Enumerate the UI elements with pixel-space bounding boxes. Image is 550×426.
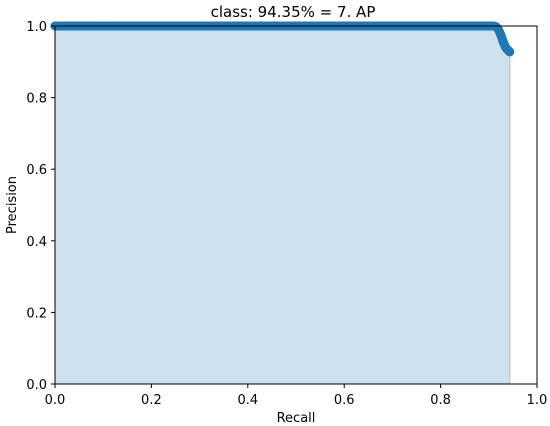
pr-area-fill (55, 26, 510, 384)
y-tick-label: 0.4 (26, 235, 47, 250)
chart-title: class: 94.35% = 7. AP (211, 3, 376, 21)
pr-curve-point (496, 30, 506, 40)
axes-frame (54, 25, 538, 385)
y-axis-ticks: 0.0 0.2 0.4 0.6 0.8 1.0 (26, 20, 55, 393)
y-axis-label: Precision (5, 176, 20, 234)
y-tick-label: 0.2 (26, 306, 47, 321)
x-tick-label: 0.0 (45, 393, 66, 408)
x-tick-label: 0.8 (430, 393, 451, 408)
plot-area (50, 21, 515, 384)
x-tick-label: 0.2 (141, 393, 162, 408)
x-tick-label: 0.4 (237, 393, 258, 408)
x-tick-label: 0.6 (334, 393, 355, 408)
y-tick-label: 0.0 (26, 378, 47, 393)
y-tick-label: 0.8 (26, 92, 47, 107)
pr-curve-point (505, 47, 515, 57)
x-axis-ticks: 0.0 0.2 0.4 0.6 0.8 1.0 (45, 384, 548, 408)
y-tick-label: 0.6 (26, 163, 47, 178)
x-tick-label: 1.0 (527, 393, 548, 408)
x-axis-label: Recall (277, 411, 316, 426)
y-tick-label: 1.0 (26, 20, 47, 35)
